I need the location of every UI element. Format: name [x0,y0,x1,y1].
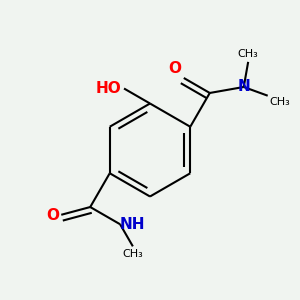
Text: HO: HO [96,81,122,96]
Text: O: O [46,208,59,223]
Text: N: N [237,80,250,94]
Text: NH: NH [120,217,146,232]
Text: CH₃: CH₃ [238,50,259,59]
Text: CH₃: CH₃ [122,249,143,259]
Text: CH₃: CH₃ [269,97,290,107]
Text: O: O [168,61,182,76]
